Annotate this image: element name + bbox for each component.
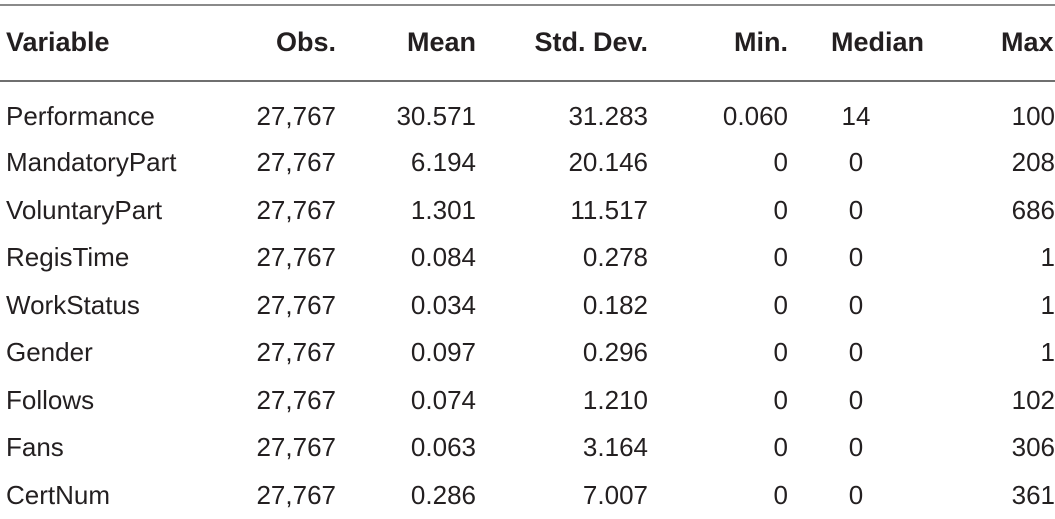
cell-obs: 27,767: [226, 329, 336, 377]
cell-min: 0: [648, 187, 788, 235]
cell-mean: 0.034: [336, 282, 476, 330]
cell-variable: VoluntaryPart: [0, 187, 226, 235]
cell-variable: MandatoryPart: [0, 139, 226, 187]
cell-max: 208: [924, 139, 1055, 187]
column-header-mean: Mean: [336, 5, 476, 80]
cell-mean: 0.084: [336, 234, 476, 282]
cell-min: 0: [648, 282, 788, 330]
cell-obs: 27,767: [226, 424, 336, 472]
cell-median: 0: [788, 139, 924, 187]
cell-variable: RegisTime: [0, 234, 226, 282]
cell-std-dev: 20.146: [476, 139, 648, 187]
cell-std-dev: 7.007: [476, 472, 648, 519]
cell-obs: 27,767: [226, 80, 336, 139]
cell-obs: 27,767: [226, 472, 336, 519]
cell-variable: Performance: [0, 80, 226, 139]
table-body: Performance 27,767 30.571 31.283 0.060 1…: [0, 80, 1055, 519]
cell-mean: 6.194: [336, 139, 476, 187]
cell-median: 0: [788, 329, 924, 377]
cell-mean: 30.571: [336, 80, 476, 139]
cell-max: 1: [924, 234, 1055, 282]
cell-variable: CertNum: [0, 472, 226, 519]
table-row: WorkStatus 27,767 0.034 0.182 0 0 1: [0, 282, 1055, 330]
cell-max: 1: [924, 329, 1055, 377]
cell-min: 0: [648, 424, 788, 472]
cell-std-dev: 0.296: [476, 329, 648, 377]
cell-median: 0: [788, 234, 924, 282]
cell-max: 1: [924, 282, 1055, 330]
cell-variable: Gender: [0, 329, 226, 377]
column-header-variable: Variable: [0, 5, 226, 80]
table-row: RegisTime 27,767 0.084 0.278 0 0 1: [0, 234, 1055, 282]
cell-min: 0: [648, 139, 788, 187]
table-row: VoluntaryPart 27,767 1.301 11.517 0 0 68…: [0, 187, 1055, 235]
cell-obs: 27,767: [226, 282, 336, 330]
cell-min: 0: [648, 234, 788, 282]
cell-max: 306: [924, 424, 1055, 472]
column-header-std-dev: Std. Dev.: [476, 5, 648, 80]
cell-std-dev: 11.517: [476, 187, 648, 235]
cell-max: 361: [924, 472, 1055, 519]
cell-std-dev: 0.278: [476, 234, 648, 282]
cell-std-dev: 31.283: [476, 80, 648, 139]
column-header-median: Median: [788, 5, 924, 80]
cell-min: 0: [648, 472, 788, 519]
cell-median: 0: [788, 282, 924, 330]
column-header-max: Max.: [924, 5, 1055, 80]
cell-obs: 27,767: [226, 377, 336, 425]
cell-median: 0: [788, 187, 924, 235]
table-row: Follows 27,767 0.074 1.210 0 0 102: [0, 377, 1055, 425]
cell-mean: 0.074: [336, 377, 476, 425]
cell-min: 0: [648, 329, 788, 377]
cell-median: 0: [788, 377, 924, 425]
cell-std-dev: 3.164: [476, 424, 648, 472]
cell-std-dev: 1.210: [476, 377, 648, 425]
cell-obs: 27,767: [226, 139, 336, 187]
cell-variable: Fans: [0, 424, 226, 472]
cell-std-dev: 0.182: [476, 282, 648, 330]
table-header-row: Variable Obs. Mean Std. Dev. Min. Median…: [0, 5, 1055, 80]
column-header-obs: Obs.: [226, 5, 336, 80]
cell-median: 0: [788, 472, 924, 519]
cell-obs: 27,767: [226, 234, 336, 282]
cell-mean: 1.301: [336, 187, 476, 235]
cell-variable: WorkStatus: [0, 282, 226, 330]
cell-min: 0.060: [648, 80, 788, 139]
table-row: Performance 27,767 30.571 31.283 0.060 1…: [0, 80, 1055, 139]
descriptive-statistics-table: Variable Obs. Mean Std. Dev. Min. Median…: [0, 5, 1055, 519]
table-row: Gender 27,767 0.097 0.296 0 0 1: [0, 329, 1055, 377]
cell-max: 100: [924, 80, 1055, 139]
cell-max: 686: [924, 187, 1055, 235]
cell-mean: 0.097: [336, 329, 476, 377]
table-row: CertNum 27,767 0.286 7.007 0 0 361: [0, 472, 1055, 519]
column-header-min: Min.: [648, 5, 788, 80]
table-row: MandatoryPart 27,767 6.194 20.146 0 0 20…: [0, 139, 1055, 187]
cell-mean: 0.063: [336, 424, 476, 472]
cell-obs: 27,767: [226, 187, 336, 235]
cell-mean: 0.286: [336, 472, 476, 519]
cell-min: 0: [648, 377, 788, 425]
table-row: Fans 27,767 0.063 3.164 0 0 306: [0, 424, 1055, 472]
cell-median: 0: [788, 424, 924, 472]
cell-variable: Follows: [0, 377, 226, 425]
cell-max: 102: [924, 377, 1055, 425]
cell-median: 14: [788, 80, 924, 139]
